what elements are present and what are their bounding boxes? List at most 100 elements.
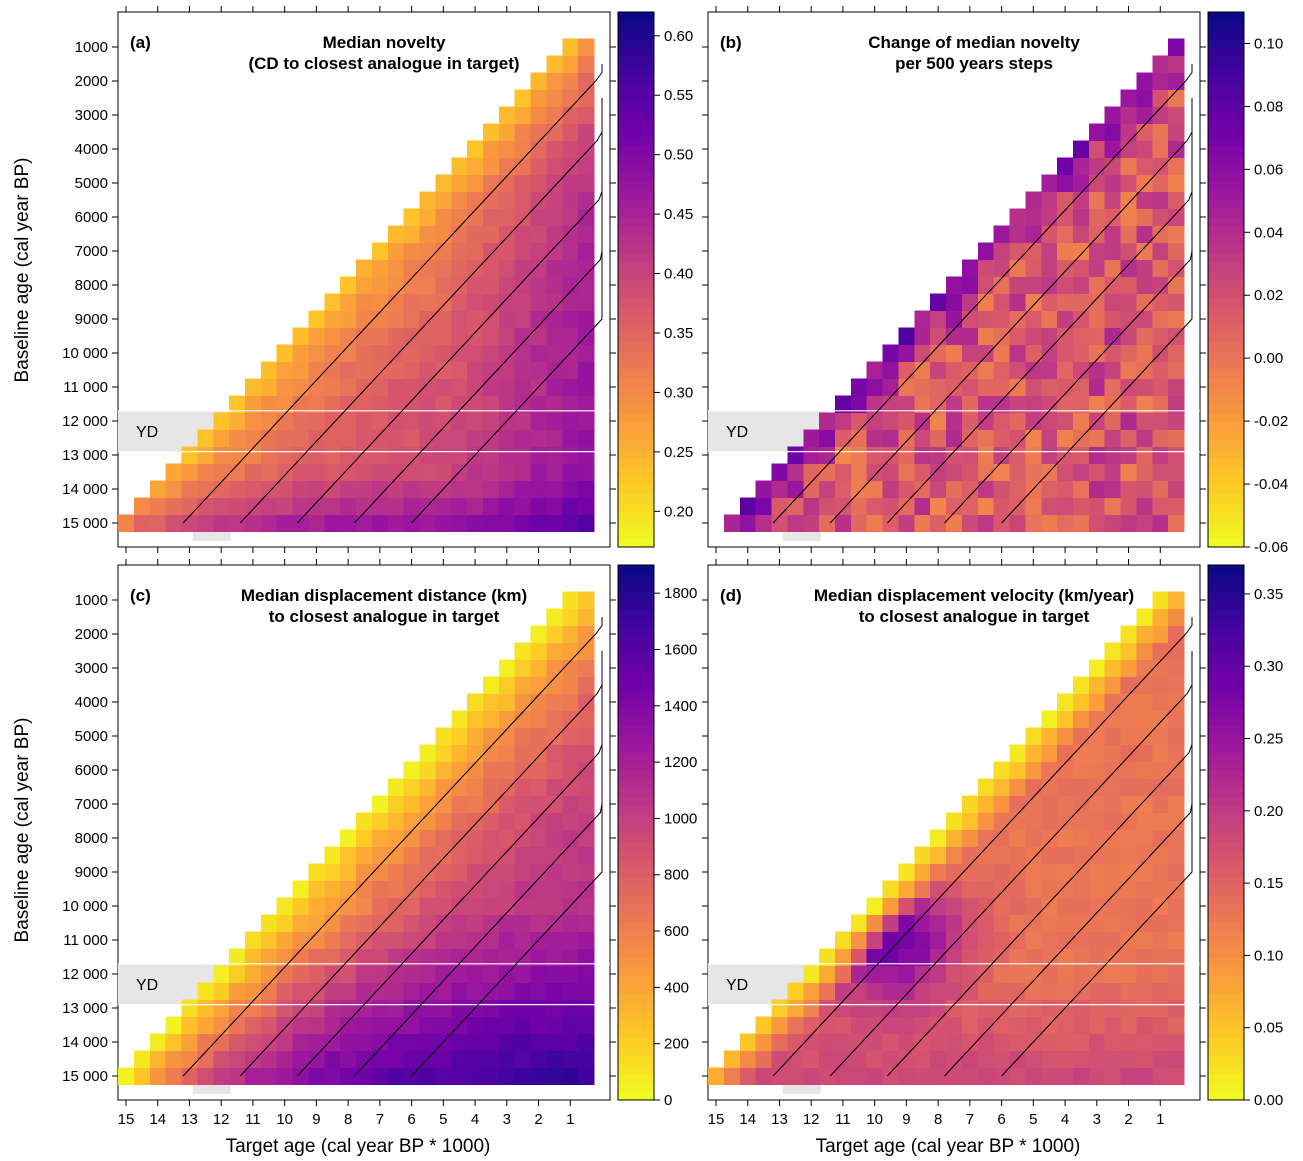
heatmap-cell <box>371 897 389 916</box>
colorbar-step <box>1208 29 1244 40</box>
heatmap-cell <box>1073 395 1090 414</box>
heatmap-cell <box>292 327 310 346</box>
heatmap-cell <box>514 480 532 499</box>
heatmap-cell <box>467 480 484 499</box>
heatmap-cell <box>498 361 516 380</box>
heatmap-cell <box>276 361 294 380</box>
heatmap-cell <box>946 931 963 950</box>
heatmap-cell <box>546 744 563 763</box>
heatmap-cell <box>578 38 595 57</box>
heatmap-cell <box>498 1033 516 1052</box>
colorbar-tick-label: -0.06 <box>1254 539 1288 556</box>
heatmap-cell <box>419 446 436 465</box>
heatmap-cell <box>356 982 373 1001</box>
heatmap-cell <box>1041 514 1058 533</box>
heatmap-cell <box>1152 931 1169 950</box>
heatmap-cell <box>1168 965 1185 984</box>
heatmap-cell <box>1152 727 1169 746</box>
heatmap-cell <box>483 327 500 346</box>
colorbar-step <box>618 127 654 138</box>
heatmap-cell <box>213 480 230 499</box>
heatmap-cell <box>1088 429 1106 448</box>
heatmap-cell <box>546 242 563 261</box>
heatmap-cell <box>260 1050 278 1069</box>
heatmap-cell <box>181 1067 198 1086</box>
heatmap-cell <box>1168 693 1185 712</box>
heatmap-cell <box>898 863 915 882</box>
colorbar-step <box>618 645 654 655</box>
heatmap-cell <box>514 208 532 227</box>
colorbar-step <box>1208 234 1244 245</box>
heatmap-cell <box>977 1050 995 1069</box>
heatmap-cell <box>1168 259 1185 278</box>
panel-c: YD10002000300040005000600070008000900010… <box>62 559 697 1128</box>
heatmap-cell <box>1025 982 1042 1001</box>
colorbar-step <box>1208 877 1244 887</box>
colorbar-step <box>1208 350 1244 361</box>
colorbar-step <box>618 609 654 619</box>
heatmap-cell <box>292 1050 310 1069</box>
heatmap-cell <box>308 965 325 984</box>
heatmap-cell <box>546 191 563 210</box>
heatmap-cell <box>977 880 995 899</box>
heatmap-cell <box>1168 931 1185 950</box>
colorbar-step <box>1208 83 1244 93</box>
heatmap-cell <box>387 310 405 329</box>
colorbar-step <box>1208 984 1244 994</box>
heatmap-cell <box>1104 642 1122 661</box>
contour-line <box>829 98 1193 524</box>
heatmap-cell <box>1041 446 1058 465</box>
colorbar-step <box>618 984 654 994</box>
heatmap-cell <box>467 140 484 159</box>
heatmap-cell <box>578 395 595 414</box>
heatmap-cell <box>1041 778 1058 797</box>
heatmap-cell <box>1120 1033 1138 1052</box>
heatmap-cell <box>850 514 868 533</box>
heatmap-cell <box>1088 1016 1106 1035</box>
heatmap-cell <box>562 829 579 848</box>
heatmap-cell <box>387 480 405 499</box>
heatmap-cell <box>371 480 389 499</box>
heatmap-cell <box>530 761 548 780</box>
heatmap-cell <box>356 948 373 967</box>
heatmap-cell <box>1088 710 1106 729</box>
colorbar-step <box>1208 252 1244 263</box>
heatmap-cell <box>451 514 468 533</box>
colorbar-step <box>1208 368 1244 379</box>
heatmap-cell <box>961 1067 979 1086</box>
heatmap-cell <box>1041 1033 1058 1052</box>
heatmap-cell <box>340 914 357 933</box>
heatmap-cell <box>308 1033 325 1052</box>
heatmap-cell <box>1009 276 1026 295</box>
heatmap-cell <box>562 659 579 678</box>
heatmap-cell <box>1088 242 1106 261</box>
colorbar-step <box>618 636 654 646</box>
heatmap-cell <box>260 429 278 448</box>
heatmap-cell <box>1120 880 1138 899</box>
heatmap-cell <box>723 1050 741 1069</box>
heatmap-cell <box>578 514 595 533</box>
heatmap-cell <box>1136 625 1153 644</box>
heatmap-cell <box>514 259 532 278</box>
colorbar-step <box>618 725 654 735</box>
heatmap-cell <box>435 174 452 193</box>
heatmap-cell <box>1136 480 1153 499</box>
heatmap-cell <box>356 1050 373 1069</box>
heatmap-cell <box>1168 446 1185 465</box>
heatmap-cell <box>403 225 421 244</box>
heatmap-cell <box>562 310 579 329</box>
colorbar-step <box>1208 324 1244 334</box>
heatmap-cell <box>546 795 563 814</box>
heatmap-cell <box>1041 276 1058 295</box>
heatmap-cell <box>898 497 915 516</box>
heatmap-cell <box>1088 761 1106 780</box>
heatmap-cell <box>498 140 516 159</box>
heatmap-cell <box>546 310 563 329</box>
heatmap-cell <box>946 846 963 865</box>
heatmap-cell <box>181 446 198 465</box>
heatmap-cell <box>946 327 963 346</box>
heatmap-cell <box>562 412 579 431</box>
heatmap-cell <box>850 965 868 984</box>
heatmap-cell <box>514 965 532 984</box>
heatmap-cell <box>546 761 563 780</box>
